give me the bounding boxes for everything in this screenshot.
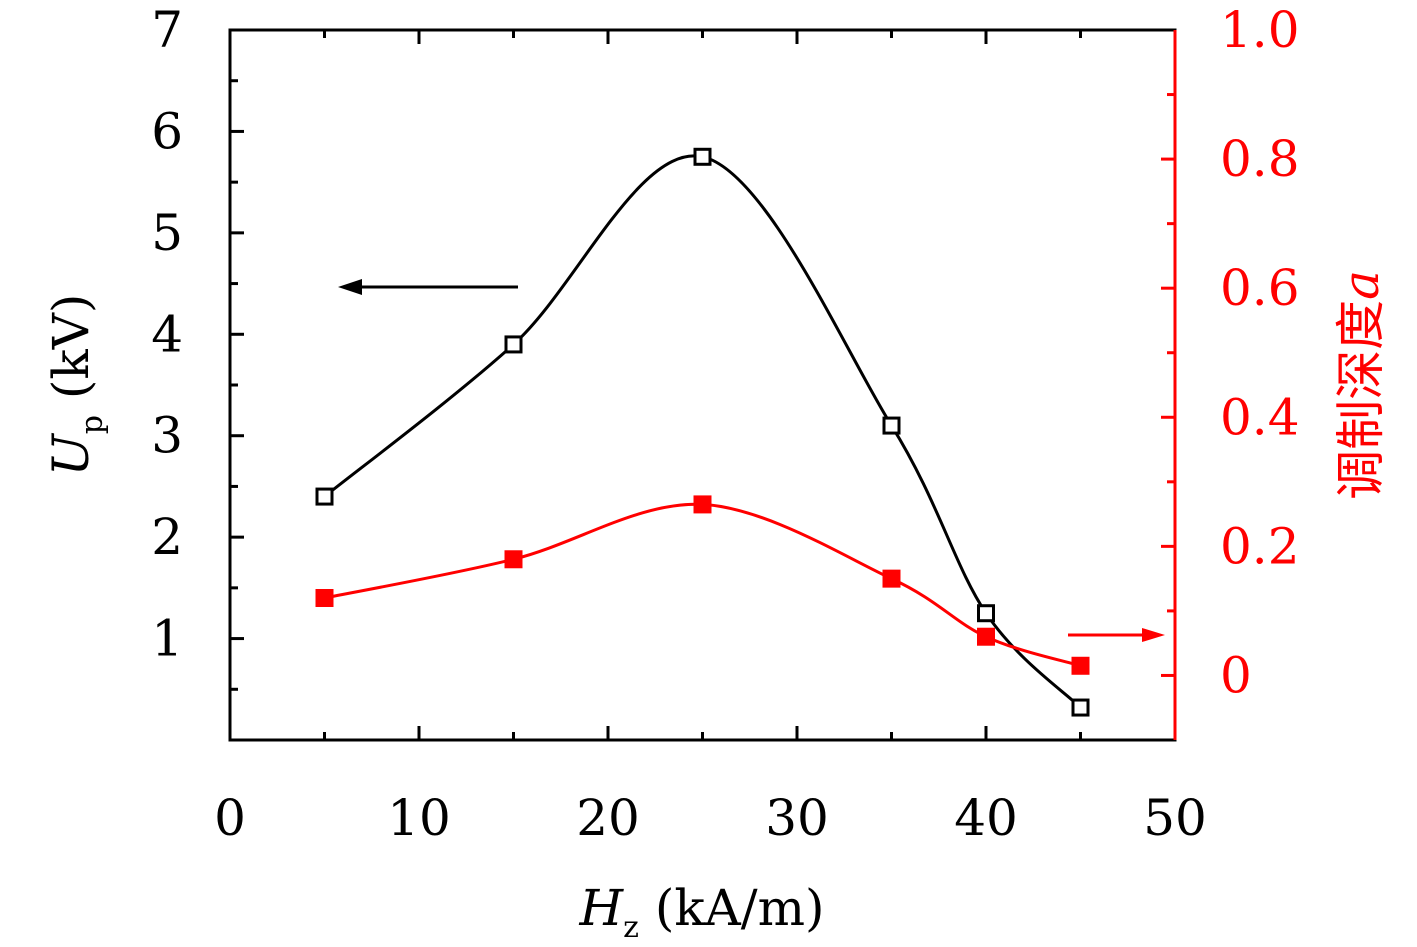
y-left-tick-label: 7 xyxy=(151,1,183,59)
x-tick-label: 40 xyxy=(954,789,1018,847)
up-data-point xyxy=(882,416,901,435)
plot-frame xyxy=(228,28,1177,742)
tick-marks xyxy=(228,28,1177,742)
tick-labels: 0 10 20 30 40 50 1 2 3 4 5 6 7 0 0.2 0.4 0.6 0.8 1.0 xyxy=(151,1,1299,847)
y-right-tick-label: 0 xyxy=(1220,646,1252,704)
right-arrow-head xyxy=(1142,628,1165,642)
modulation-depth-data-point xyxy=(882,569,901,588)
y-left-tick-label: 3 xyxy=(151,407,183,465)
modulation-depth-data-point xyxy=(1071,656,1090,675)
series-curves xyxy=(323,154,1082,709)
modulation-depth-data-point xyxy=(693,495,712,514)
x-tick-label: 10 xyxy=(387,789,451,847)
y-right-tick-label: 0.2 xyxy=(1220,517,1300,575)
y-left-tick-label: 2 xyxy=(151,508,183,566)
up-data-point xyxy=(1071,698,1090,717)
series-line xyxy=(324,502,1081,668)
modulation-depth-data-point xyxy=(315,589,334,607)
y-right-tick-label: 1.0 xyxy=(1220,1,1300,59)
left-arrow-head xyxy=(338,279,362,295)
y-right-tick-label: 0.8 xyxy=(1220,130,1300,188)
right-axis-title: 调制深度a xyxy=(1332,270,1390,500)
y-left-tick-label: 5 xyxy=(151,204,183,262)
x-axis-title: Hz (kA/m) xyxy=(579,879,825,945)
up-data-point xyxy=(504,335,523,354)
x-tick-label: 0 xyxy=(214,789,246,847)
y-left-tick-label: 4 xyxy=(151,305,183,363)
y-right-tick-label: 0.6 xyxy=(1220,259,1300,317)
series-markers xyxy=(315,147,1090,717)
modulation-depth-data-point xyxy=(504,550,523,569)
y-right-tick-label: 0.4 xyxy=(1220,388,1300,446)
x-tick-label: 50 xyxy=(1143,789,1207,847)
up-data-point xyxy=(693,147,712,166)
x-tick-label: 20 xyxy=(576,789,640,847)
up-data-point xyxy=(315,487,334,506)
y-left-tick-label: 1 xyxy=(151,610,183,668)
x-tick-label: 30 xyxy=(765,789,829,847)
annotations xyxy=(338,279,1165,642)
up-data-point xyxy=(977,604,995,623)
y-left-tick-label: 6 xyxy=(151,102,183,160)
left-axis-title: Up (kV) xyxy=(42,294,110,477)
modulation-depth-data-point xyxy=(977,627,995,646)
